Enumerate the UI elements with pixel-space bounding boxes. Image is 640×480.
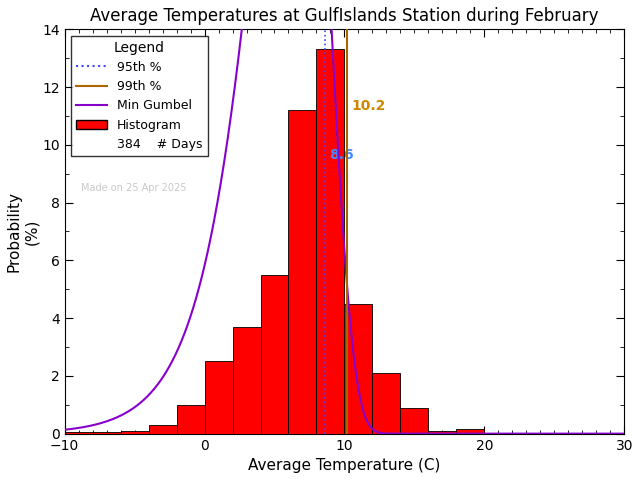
Bar	[316, 49, 344, 433]
Bar	[344, 304, 372, 433]
Bar	[372, 373, 401, 433]
Bar	[120, 431, 148, 433]
Bar	[205, 361, 232, 433]
Bar	[289, 110, 316, 433]
Bar	[401, 408, 428, 433]
Bar	[177, 405, 205, 433]
Bar	[260, 275, 289, 433]
Text: Made on 25 Apr 2025: Made on 25 Apr 2025	[81, 183, 187, 193]
Legend: 95th %, 99th %, Min Gumbel, Histogram, 384    # Days: 95th %, 99th %, Min Gumbel, Histogram, 3…	[71, 36, 207, 156]
Bar	[456, 429, 484, 433]
Bar	[65, 432, 93, 433]
Text: 10.2: 10.2	[351, 99, 386, 113]
Bar	[428, 431, 456, 433]
Title: Average Temperatures at GulfIslands Station during February: Average Temperatures at GulfIslands Stat…	[90, 7, 598, 25]
X-axis label: Average Temperature (C): Average Temperature (C)	[248, 458, 441, 473]
Bar	[148, 425, 177, 433]
Bar	[93, 432, 120, 433]
Y-axis label: Probability
(%): Probability (%)	[7, 191, 39, 272]
Bar	[232, 327, 260, 433]
Text: 8.6: 8.6	[329, 148, 354, 162]
